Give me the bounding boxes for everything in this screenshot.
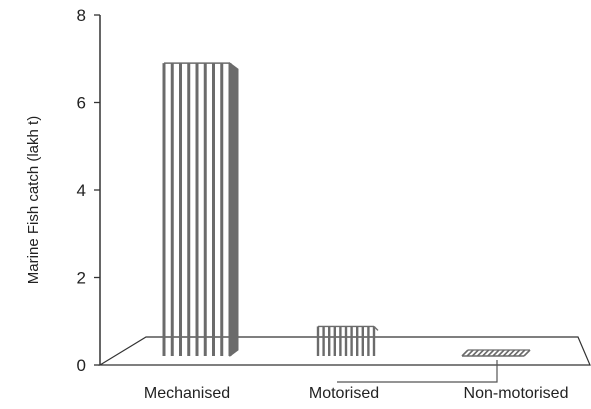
bar-mechanised (162, 62, 239, 357)
bar-side (229, 62, 239, 357)
bar-stripe (513, 349, 521, 357)
y-axis-title: Marine Fish catch (lakh t) (25, 116, 42, 284)
y-axis-ticks: 0 2 4 6 8 (77, 6, 100, 375)
bar-stripe (482, 349, 490, 357)
bar-side (373, 325, 379, 331)
category-label-non-motorised: Non-motorised (464, 385, 569, 402)
leader-line (337, 360, 498, 383)
bar-stripe (502, 349, 510, 357)
x-axis-labels: Mechanised Motorised Non-motorised (144, 385, 569, 402)
bar-stripe (471, 349, 479, 357)
y-tick-label: 2 (77, 269, 86, 288)
bar-motorised (316, 325, 379, 356)
bar-stripe (497, 349, 505, 357)
bar-stripe (466, 349, 474, 357)
y-tick-label: 4 (77, 181, 86, 200)
y-tick-label: 6 (77, 94, 86, 113)
bar-stripe (487, 349, 495, 357)
leader-line-path (337, 360, 498, 383)
bar-stripe (523, 349, 531, 357)
bar-stripe (476, 349, 485, 357)
bar-stripe (518, 349, 526, 357)
bar-stripe (492, 349, 500, 357)
bar-non-motorised (461, 349, 531, 357)
category-label-mechanised: Mechanised (144, 385, 230, 402)
y-tick-label: 8 (77, 6, 86, 25)
y-tick-label: 0 (77, 356, 86, 375)
category-label-motorised: Motorised (309, 385, 379, 402)
bars (162, 62, 531, 357)
bar-stripe (461, 349, 469, 357)
bar-stripe (507, 349, 516, 357)
